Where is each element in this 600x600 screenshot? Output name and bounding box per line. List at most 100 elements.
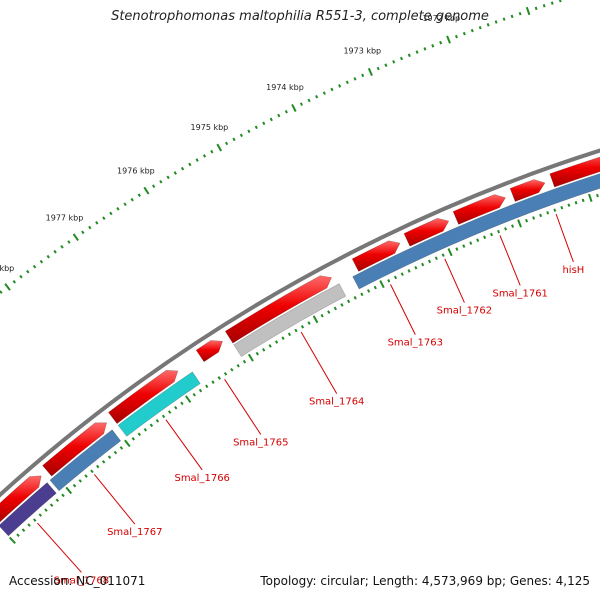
minor-tick [88,225,92,230]
gene-leader-line [499,235,521,286]
scale-tick-label: 1978 kbp [0,264,14,273]
minor-tick [550,1,554,5]
major-tick [4,283,11,291]
minor-tick [247,129,251,134]
minor-tick [360,292,364,297]
minor-tick [393,275,398,280]
major-tick [143,186,150,195]
minor-tick [53,249,57,254]
minor-tick [107,455,112,460]
minor-tick [210,149,214,154]
minor-tick [205,384,209,389]
minor-tick [21,528,26,532]
minor-tick [32,518,37,522]
minor-tick [387,279,391,283]
minor-tick [96,464,100,469]
minor-tick [155,419,160,423]
major-tick [8,536,16,544]
minor-tick [439,40,443,45]
minor-tick [307,98,311,103]
forward-strand-genes [0,156,600,523]
minor-tick [119,446,124,450]
gene-label: Smal_1767 [107,527,162,538]
minor-tick [152,184,156,188]
scale-ticks [0,0,562,294]
forward-gene-arrow [452,194,506,225]
minor-tick [470,28,474,33]
minor-tick [60,245,64,249]
minor-tick [494,20,498,24]
minor-tick [333,306,337,311]
gene-leader-line [224,379,262,435]
minor-tick [415,50,419,54]
minor-tick [254,125,258,130]
minor-tick [137,193,141,197]
minor-tick [518,11,522,16]
minor-tick [262,347,266,352]
minor-tick [353,296,357,300]
minor-tick [423,47,427,51]
minor-tick [223,372,228,376]
minor-tick [307,321,311,325]
minor-tick [101,460,106,464]
forward-gene-arrow [0,475,42,523]
minor-tick [497,229,501,234]
minor-tick [174,405,178,410]
minor-tick [67,240,71,244]
minor-tick [353,77,357,81]
minor-tick [173,171,177,175]
minor-tick [255,351,259,356]
minor-tick [137,432,141,437]
minor-tick [161,414,166,419]
gene-label: Smal_1762 [437,306,492,317]
minor-tick [376,66,380,71]
minor-tick [84,474,88,478]
minor-tick [431,44,435,48]
major-tick [184,395,192,403]
minor-tick [539,213,543,218]
minor-tick [269,117,273,122]
scale-tick-label: 1972 kbp [422,14,460,23]
minor-tick [12,280,16,284]
minor-tick [345,80,349,85]
scale-tick-label: 1977 kbp [46,214,84,223]
reverse-strand-genes [0,173,600,537]
major-tick [517,219,522,228]
minor-tick [542,4,546,8]
major-tick [216,143,223,152]
minor-tick [384,63,388,67]
gene-label: Smal_1765 [233,438,288,449]
minor-tick [504,227,508,231]
gene-label: Smal_1768 [54,575,109,586]
minor-tick [102,216,106,220]
minor-tick [27,523,31,527]
minor-tick [483,235,487,240]
minor-tick [211,380,215,384]
minor-tick [188,162,192,167]
minor-tick [532,216,536,220]
minor-tick [159,179,163,184]
minor-tick [26,269,30,274]
minor-tick [195,158,199,162]
minor-tick [421,262,425,267]
forward-gene-arrow [42,422,108,477]
minor-tick [462,244,466,248]
minor-tick [19,274,23,279]
minor-tick [44,508,48,512]
minor-tick [347,299,351,304]
minor-tick [32,264,37,269]
minor-tick [143,428,148,432]
major-tick [367,67,373,77]
reverse-gene-bar [352,173,600,290]
minor-tick [180,166,185,171]
minor-tick [232,137,236,142]
minor-tick [407,53,411,58]
major-tick [124,439,131,448]
minor-tick [239,133,243,138]
minor-tick [287,332,292,337]
gene-leader-line [390,284,416,335]
minor-tick [454,34,458,39]
minor-tick [90,469,94,474]
minor-tick [560,205,564,210]
